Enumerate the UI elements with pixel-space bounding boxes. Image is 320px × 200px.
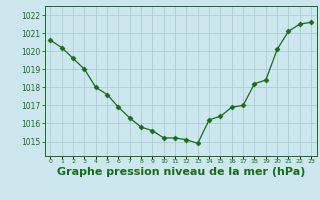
X-axis label: Graphe pression niveau de la mer (hPa): Graphe pression niveau de la mer (hPa): [57, 167, 305, 177]
